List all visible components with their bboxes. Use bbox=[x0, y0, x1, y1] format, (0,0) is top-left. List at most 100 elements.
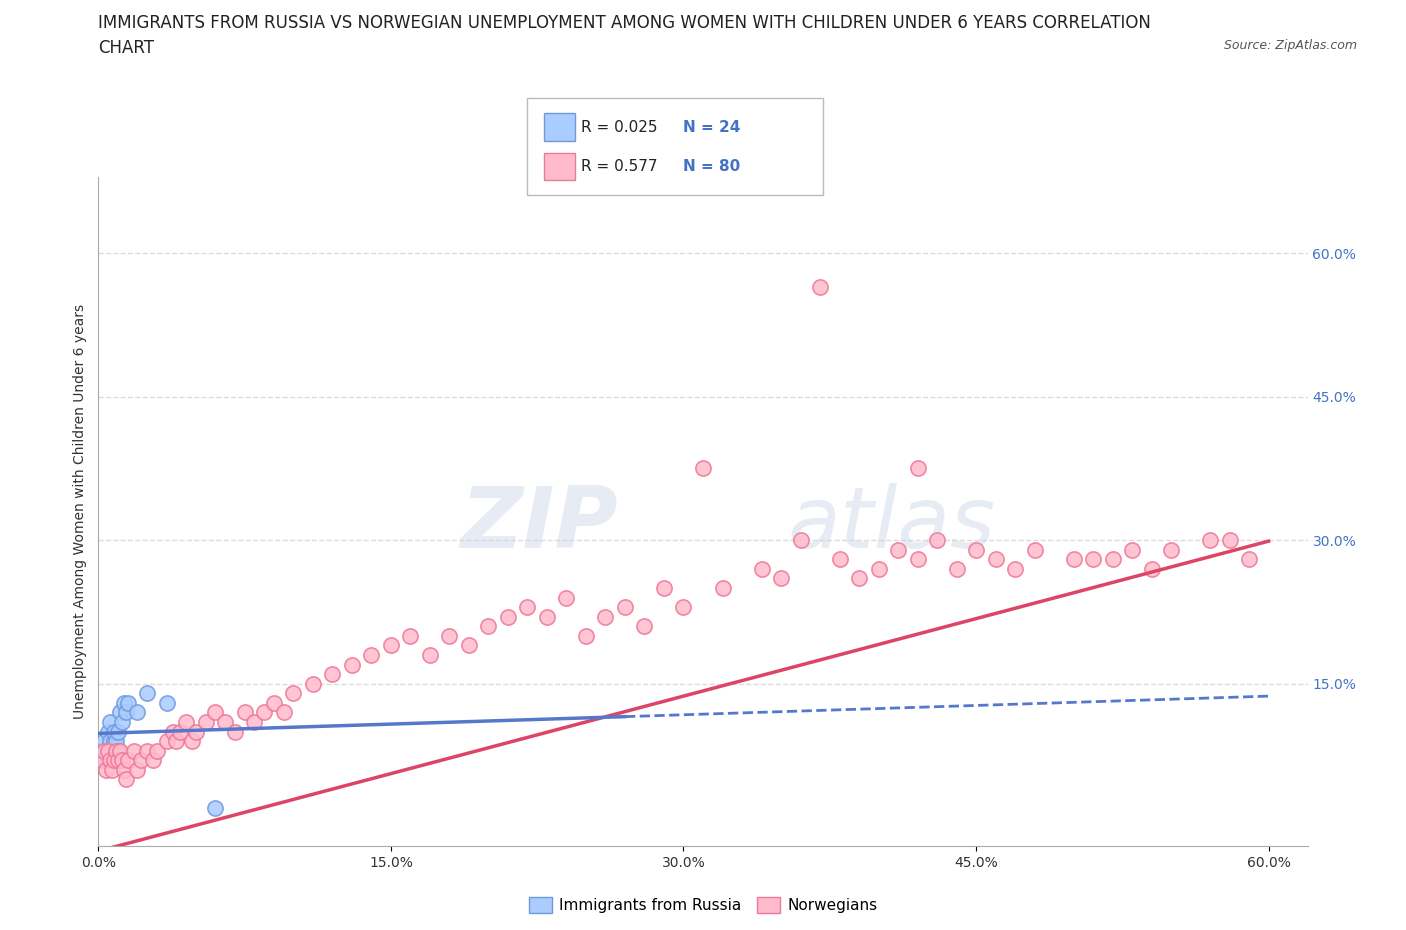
Point bbox=[614, 600, 637, 615]
Point bbox=[112, 763, 135, 777]
Point bbox=[302, 676, 325, 691]
Text: atlas: atlas bbox=[787, 484, 995, 566]
Legend: Immigrants from Russia, Norwegians: Immigrants from Russia, Norwegians bbox=[523, 891, 883, 919]
Point bbox=[117, 752, 139, 767]
Point bbox=[868, 562, 890, 577]
Point bbox=[439, 629, 461, 644]
Point bbox=[477, 618, 499, 633]
Point bbox=[101, 743, 124, 758]
Point bbox=[321, 667, 343, 682]
Point bbox=[97, 743, 120, 758]
Point bbox=[96, 763, 118, 777]
Point bbox=[751, 562, 773, 577]
Point bbox=[516, 600, 538, 615]
Point bbox=[204, 705, 226, 720]
Point bbox=[114, 772, 136, 787]
Point bbox=[96, 752, 118, 767]
Point bbox=[360, 647, 382, 662]
Text: N = 80: N = 80 bbox=[683, 159, 741, 174]
Text: ZIP: ZIP bbox=[461, 484, 619, 566]
Point bbox=[127, 705, 149, 720]
Point bbox=[253, 705, 276, 720]
Point bbox=[808, 279, 831, 294]
Point bbox=[273, 705, 295, 720]
Point bbox=[828, 551, 851, 566]
Point bbox=[907, 461, 929, 476]
Point bbox=[692, 461, 714, 476]
Text: Source: ZipAtlas.com: Source: ZipAtlas.com bbox=[1223, 39, 1357, 52]
Point bbox=[165, 734, 187, 749]
Point bbox=[419, 647, 441, 662]
Point bbox=[984, 551, 1007, 566]
Point bbox=[146, 743, 169, 758]
Point bbox=[283, 685, 305, 700]
Point bbox=[848, 571, 870, 586]
Text: N = 24: N = 24 bbox=[683, 120, 741, 135]
Point bbox=[652, 580, 675, 595]
Point bbox=[142, 752, 165, 767]
Point bbox=[1160, 542, 1182, 557]
Point bbox=[380, 638, 402, 653]
Point bbox=[214, 714, 236, 729]
Point bbox=[1199, 533, 1222, 548]
Point bbox=[101, 763, 124, 777]
Point bbox=[907, 551, 929, 566]
Point bbox=[131, 752, 153, 767]
Point bbox=[1101, 551, 1123, 566]
Point bbox=[263, 696, 285, 711]
Text: CHART: CHART bbox=[98, 39, 155, 57]
Point bbox=[107, 724, 129, 739]
Point bbox=[595, 609, 617, 624]
Text: R = 0.577: R = 0.577 bbox=[581, 159, 657, 174]
Point bbox=[156, 734, 179, 749]
Point bbox=[575, 629, 598, 644]
Point bbox=[633, 618, 655, 633]
Point bbox=[104, 734, 127, 749]
Point bbox=[101, 752, 124, 767]
Point bbox=[93, 734, 115, 749]
Point bbox=[162, 724, 184, 739]
Point bbox=[108, 743, 131, 758]
Point bbox=[925, 533, 948, 548]
Point bbox=[672, 600, 695, 615]
Point bbox=[98, 714, 121, 729]
Point bbox=[111, 752, 134, 767]
Point bbox=[169, 724, 191, 739]
Point bbox=[136, 685, 159, 700]
Point bbox=[1063, 551, 1085, 566]
Point bbox=[711, 580, 734, 595]
Point bbox=[965, 542, 987, 557]
Point bbox=[91, 743, 114, 758]
Point bbox=[181, 734, 204, 749]
Point bbox=[194, 714, 217, 729]
Point bbox=[97, 724, 120, 739]
Point bbox=[887, 542, 910, 557]
Point bbox=[93, 743, 115, 758]
Point bbox=[107, 743, 129, 758]
Point bbox=[945, 562, 967, 577]
Point bbox=[789, 533, 811, 548]
Point bbox=[103, 752, 125, 767]
Point bbox=[98, 752, 121, 767]
Text: IMMIGRANTS FROM RUSSIA VS NORWEGIAN UNEMPLOYMENT AMONG WOMEN WITH CHILDREN UNDER: IMMIGRANTS FROM RUSSIA VS NORWEGIAN UNEM… bbox=[98, 14, 1152, 32]
Text: R = 0.025: R = 0.025 bbox=[581, 120, 657, 135]
Point bbox=[136, 743, 159, 758]
Point bbox=[111, 714, 134, 729]
Point bbox=[1219, 533, 1241, 548]
Point bbox=[122, 743, 145, 758]
Point bbox=[104, 743, 127, 758]
Point bbox=[1237, 551, 1260, 566]
Point bbox=[204, 801, 226, 816]
Point bbox=[399, 629, 422, 644]
Point bbox=[103, 734, 125, 749]
Point bbox=[91, 752, 114, 767]
Point bbox=[1004, 562, 1026, 577]
Point bbox=[97, 743, 120, 758]
Point bbox=[1140, 562, 1163, 577]
Point bbox=[233, 705, 256, 720]
Point bbox=[496, 609, 519, 624]
Point bbox=[98, 734, 121, 749]
Point bbox=[536, 609, 558, 624]
Point bbox=[1121, 542, 1143, 557]
Point bbox=[184, 724, 207, 739]
